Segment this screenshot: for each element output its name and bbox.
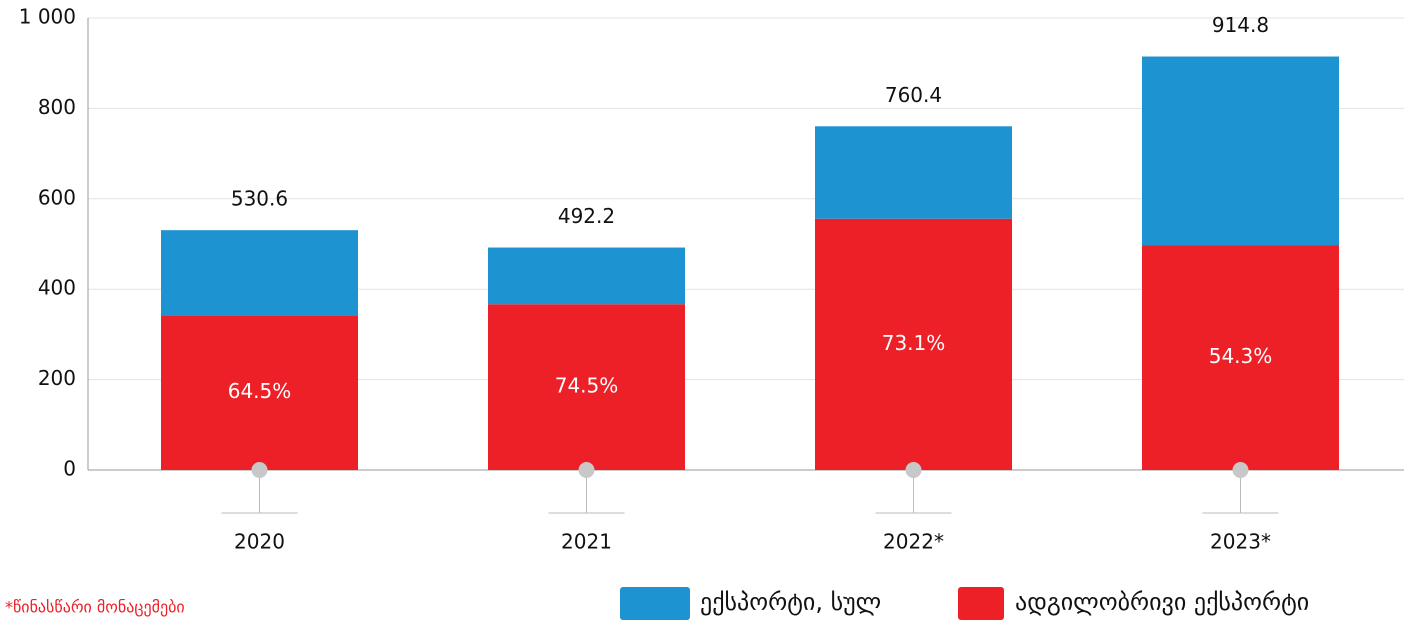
legend-swatch bbox=[620, 587, 690, 620]
y-tick-label: 1 000 bbox=[19, 5, 76, 29]
y-tick-label: 400 bbox=[38, 276, 76, 300]
total-label: 492.2 bbox=[558, 204, 615, 228]
y-tick-label: 200 bbox=[38, 366, 76, 390]
share-label: 73.1% bbox=[882, 331, 946, 355]
bar-segment bbox=[815, 218, 1012, 470]
share-label: 64.5% bbox=[228, 379, 292, 403]
bar-segment bbox=[1142, 245, 1339, 470]
bar-segment bbox=[161, 230, 358, 316]
tick-dot bbox=[578, 462, 595, 478]
bar-segment bbox=[161, 315, 358, 470]
y-tick-label: 800 bbox=[38, 95, 76, 119]
legend-swatch bbox=[958, 587, 1004, 620]
footnote: *წინასწარი მონაცემები bbox=[5, 598, 185, 617]
legend-label: ექსპორტი, სულ bbox=[700, 588, 881, 616]
tick-dot bbox=[251, 462, 268, 478]
total-label: 760.4 bbox=[885, 83, 942, 107]
share-label: 74.5% bbox=[555, 374, 619, 398]
share-label: 54.3% bbox=[1209, 344, 1273, 368]
tick-dot bbox=[1232, 462, 1249, 478]
x-tick-label: 2022* bbox=[883, 530, 944, 554]
bar-segment bbox=[488, 304, 685, 470]
bar-segment bbox=[488, 247, 685, 305]
bar-segment bbox=[1142, 56, 1339, 246]
total-label: 914.8 bbox=[1212, 13, 1269, 37]
x-tick-label: 2023* bbox=[1210, 530, 1271, 554]
x-tick-label: 2021 bbox=[561, 530, 612, 554]
x-tick-label: 2020 bbox=[234, 530, 285, 554]
total-label: 530.6 bbox=[231, 187, 288, 211]
y-tick-label: 0 bbox=[63, 457, 76, 481]
legend-label: ადგილობრივი ექსპორტი bbox=[1015, 588, 1309, 616]
tick-dot bbox=[905, 462, 922, 478]
y-tick-label: 600 bbox=[38, 185, 76, 209]
bar-segment bbox=[815, 126, 1012, 219]
